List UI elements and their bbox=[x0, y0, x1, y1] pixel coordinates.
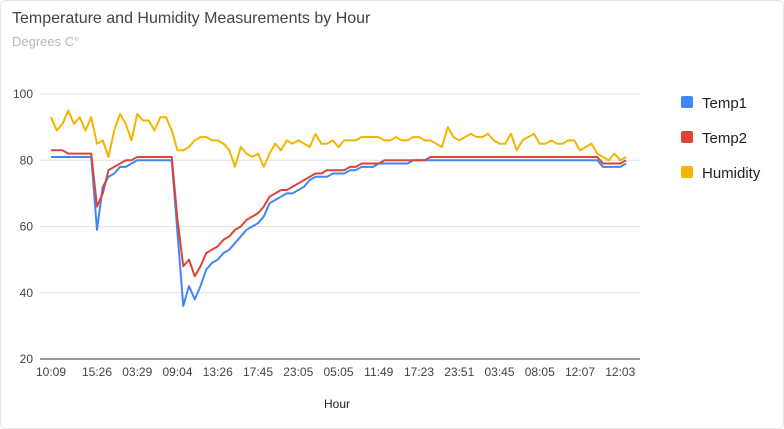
y-axis-ticks: 20 40 60 80 100 bbox=[13, 87, 33, 366]
x-tick-label: 05:05 bbox=[323, 365, 353, 379]
y-tick-label: 80 bbox=[20, 153, 34, 167]
y-tick-label: 20 bbox=[20, 352, 34, 366]
x-tick-label: 10:09 bbox=[36, 365, 66, 379]
x-tick-label: 11:49 bbox=[364, 365, 393, 379]
chart-title: Temperature and Humidity Measurements by… bbox=[12, 10, 371, 27]
chart-subtitle: Degrees C° bbox=[12, 34, 80, 49]
x-tick-label: 12:03 bbox=[605, 365, 635, 379]
y-tick-label: 40 bbox=[20, 286, 34, 300]
x-tick-label: 03:45 bbox=[484, 365, 514, 379]
legend-swatch-humidity bbox=[681, 166, 693, 178]
legend-label-humidity: Humidity bbox=[702, 165, 761, 182]
x-tick-label: 17:23 bbox=[404, 365, 434, 379]
x-tick-label: 17:45 bbox=[243, 365, 273, 379]
legend-label-temp1: Temp1 bbox=[702, 95, 747, 112]
x-tick-label: 23:05 bbox=[283, 365, 313, 379]
series-line-temp1 bbox=[51, 155, 627, 307]
series-line-humidity bbox=[50, 109, 627, 168]
legend: Temp1 Temp2 Humidity bbox=[681, 95, 761, 182]
x-tick-label: 09:04 bbox=[162, 365, 192, 379]
x-tick-label: 08:05 bbox=[525, 365, 555, 379]
series-lines bbox=[50, 109, 627, 307]
x-axis-ticks: 10:09 15:26 03:29 09:04 13:26 17:45 23:05 05:05… bbox=[36, 365, 636, 379]
x-axis-label: Hour bbox=[324, 397, 350, 411]
legend-label-temp2: Temp2 bbox=[702, 130, 747, 147]
legend-swatch-temp1 bbox=[681, 96, 693, 108]
legend-swatch-temp2 bbox=[681, 131, 693, 143]
series-line-temp2 bbox=[51, 149, 627, 278]
x-tick-label: 15:26 bbox=[82, 365, 112, 379]
x-tick-label: 12:07 bbox=[565, 365, 595, 379]
x-tick-label: 03:29 bbox=[122, 365, 152, 379]
y-tick-label: 60 bbox=[20, 220, 34, 234]
y-tick-label: 100 bbox=[13, 87, 33, 101]
x-tick-label: 23:51 bbox=[444, 365, 474, 379]
x-tick-label: 13:26 bbox=[203, 365, 233, 379]
